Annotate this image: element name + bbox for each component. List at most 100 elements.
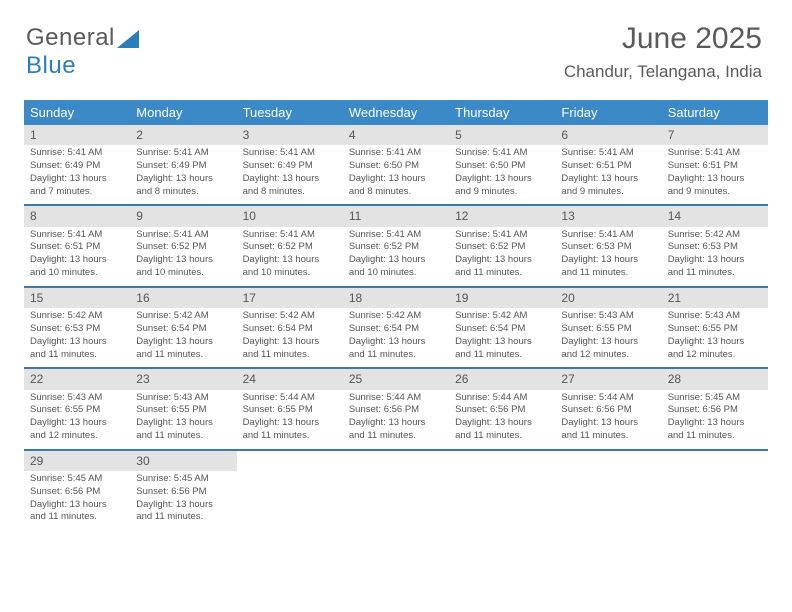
day-line: Daylight: 13 hours	[455, 173, 551, 186]
day-line: Sunset: 6:49 PM	[30, 160, 126, 173]
day-cell: 9Sunrise: 5:41 AMSunset: 6:52 PMDaylight…	[130, 206, 236, 285]
day-cell	[662, 451, 768, 530]
day-cell: 12Sunrise: 5:41 AMSunset: 6:52 PMDayligh…	[449, 206, 555, 285]
day-line: and 12 minutes.	[668, 349, 764, 362]
day-line: Sunset: 6:54 PM	[349, 323, 445, 336]
day-line: Daylight: 13 hours	[136, 336, 232, 349]
day-line: Sunrise: 5:45 AM	[668, 392, 764, 405]
day-line: Daylight: 13 hours	[30, 336, 126, 349]
day-line: and 11 minutes.	[243, 349, 339, 362]
day-number: 15	[24, 288, 130, 308]
day-line: Sunset: 6:56 PM	[30, 486, 126, 499]
day-line: Sunset: 6:51 PM	[30, 241, 126, 254]
day-line: Daylight: 13 hours	[136, 173, 232, 186]
day-line: Sunrise: 5:45 AM	[136, 473, 232, 486]
day-body: Sunrise: 5:41 AMSunset: 6:49 PMDaylight:…	[237, 145, 343, 204]
day-line: Sunset: 6:55 PM	[668, 323, 764, 336]
day-line: Sunrise: 5:42 AM	[136, 310, 232, 323]
day-cell: 14Sunrise: 5:42 AMSunset: 6:53 PMDayligh…	[662, 206, 768, 285]
day-number: 2	[130, 125, 236, 145]
day-line: and 11 minutes.	[30, 349, 126, 362]
day-line: Sunset: 6:56 PM	[136, 486, 232, 499]
day-line: Sunset: 6:56 PM	[455, 404, 551, 417]
day-number: 9	[130, 206, 236, 226]
day-cell: 26Sunrise: 5:44 AMSunset: 6:56 PMDayligh…	[449, 369, 555, 448]
day-cell: 20Sunrise: 5:43 AMSunset: 6:55 PMDayligh…	[555, 288, 661, 367]
day-line: Sunset: 6:52 PM	[243, 241, 339, 254]
day-cell: 23Sunrise: 5:43 AMSunset: 6:55 PMDayligh…	[130, 369, 236, 448]
weekday-header: Friday	[555, 100, 661, 125]
day-number: 20	[555, 288, 661, 308]
day-number: 16	[130, 288, 236, 308]
day-line: and 11 minutes.	[349, 349, 445, 362]
day-cell	[449, 451, 555, 530]
day-body: Sunrise: 5:42 AMSunset: 6:53 PMDaylight:…	[24, 308, 130, 367]
day-body: Sunrise: 5:42 AMSunset: 6:54 PMDaylight:…	[449, 308, 555, 367]
day-cell	[343, 451, 449, 530]
week-row: 1Sunrise: 5:41 AMSunset: 6:49 PMDaylight…	[24, 125, 768, 206]
day-line: and 9 minutes.	[561, 186, 657, 199]
day-cell: 11Sunrise: 5:41 AMSunset: 6:52 PMDayligh…	[343, 206, 449, 285]
day-cell: 4Sunrise: 5:41 AMSunset: 6:50 PMDaylight…	[343, 125, 449, 204]
day-cell: 21Sunrise: 5:43 AMSunset: 6:55 PMDayligh…	[662, 288, 768, 367]
week-row: 15Sunrise: 5:42 AMSunset: 6:53 PMDayligh…	[24, 288, 768, 369]
day-body: Sunrise: 5:41 AMSunset: 6:49 PMDaylight:…	[24, 145, 130, 204]
day-line: Daylight: 13 hours	[349, 417, 445, 430]
day-line: Daylight: 13 hours	[30, 499, 126, 512]
day-line: Daylight: 13 hours	[561, 417, 657, 430]
day-line: and 11 minutes.	[561, 267, 657, 280]
week-row: 8Sunrise: 5:41 AMSunset: 6:51 PMDaylight…	[24, 206, 768, 287]
day-line: Sunset: 6:52 PM	[349, 241, 445, 254]
day-number: 26	[449, 369, 555, 389]
day-line: Sunset: 6:51 PM	[668, 160, 764, 173]
day-cell: 29Sunrise: 5:45 AMSunset: 6:56 PMDayligh…	[24, 451, 130, 530]
day-body: Sunrise: 5:42 AMSunset: 6:54 PMDaylight:…	[343, 308, 449, 367]
day-number: 5	[449, 125, 555, 145]
day-body: Sunrise: 5:44 AMSunset: 6:56 PMDaylight:…	[555, 390, 661, 449]
day-line: Sunrise: 5:41 AM	[30, 229, 126, 242]
day-number: 4	[343, 125, 449, 145]
logo-word-1: General	[26, 24, 115, 51]
day-cell: 10Sunrise: 5:41 AMSunset: 6:52 PMDayligh…	[237, 206, 343, 285]
day-line: and 11 minutes.	[243, 430, 339, 443]
day-cell: 15Sunrise: 5:42 AMSunset: 6:53 PMDayligh…	[24, 288, 130, 367]
day-cell: 13Sunrise: 5:41 AMSunset: 6:53 PMDayligh…	[555, 206, 661, 285]
day-line: Daylight: 13 hours	[561, 254, 657, 267]
day-line: Daylight: 13 hours	[30, 417, 126, 430]
day-cell: 22Sunrise: 5:43 AMSunset: 6:55 PMDayligh…	[24, 369, 130, 448]
day-cell: 3Sunrise: 5:41 AMSunset: 6:49 PMDaylight…	[237, 125, 343, 204]
day-line: Daylight: 13 hours	[668, 336, 764, 349]
day-line: Daylight: 13 hours	[455, 417, 551, 430]
day-cell: 5Sunrise: 5:41 AMSunset: 6:50 PMDaylight…	[449, 125, 555, 204]
day-number: 14	[662, 206, 768, 226]
day-line: Sunrise: 5:41 AM	[561, 147, 657, 160]
day-line: Sunset: 6:56 PM	[561, 404, 657, 417]
day-line: Sunrise: 5:42 AM	[349, 310, 445, 323]
day-line: Daylight: 13 hours	[136, 499, 232, 512]
day-line: Sunset: 6:49 PM	[243, 160, 339, 173]
day-line: Daylight: 13 hours	[243, 173, 339, 186]
day-line: Daylight: 13 hours	[455, 336, 551, 349]
day-line: Sunrise: 5:42 AM	[455, 310, 551, 323]
weekday-header: Saturday	[662, 100, 768, 125]
day-line: Daylight: 13 hours	[136, 254, 232, 267]
day-cell: 6Sunrise: 5:41 AMSunset: 6:51 PMDaylight…	[555, 125, 661, 204]
day-line: Sunset: 6:54 PM	[136, 323, 232, 336]
day-body: Sunrise: 5:41 AMSunset: 6:53 PMDaylight:…	[555, 227, 661, 286]
day-line: Sunset: 6:53 PM	[668, 241, 764, 254]
day-line: Sunrise: 5:41 AM	[136, 229, 232, 242]
day-line: Daylight: 13 hours	[668, 254, 764, 267]
day-line: Sunrise: 5:43 AM	[136, 392, 232, 405]
calendar-grid: Sunday Monday Tuesday Wednesday Thursday…	[24, 100, 768, 530]
day-number: 10	[237, 206, 343, 226]
day-line: Daylight: 13 hours	[455, 254, 551, 267]
day-cell: 1Sunrise: 5:41 AMSunset: 6:49 PMDaylight…	[24, 125, 130, 204]
week-row: 22Sunrise: 5:43 AMSunset: 6:55 PMDayligh…	[24, 369, 768, 450]
day-line: and 11 minutes.	[136, 349, 232, 362]
day-number: 17	[237, 288, 343, 308]
day-line: and 11 minutes.	[349, 430, 445, 443]
day-cell: 19Sunrise: 5:42 AMSunset: 6:54 PMDayligh…	[449, 288, 555, 367]
day-line: Daylight: 13 hours	[136, 417, 232, 430]
day-cell	[237, 451, 343, 530]
day-line: Daylight: 13 hours	[561, 336, 657, 349]
